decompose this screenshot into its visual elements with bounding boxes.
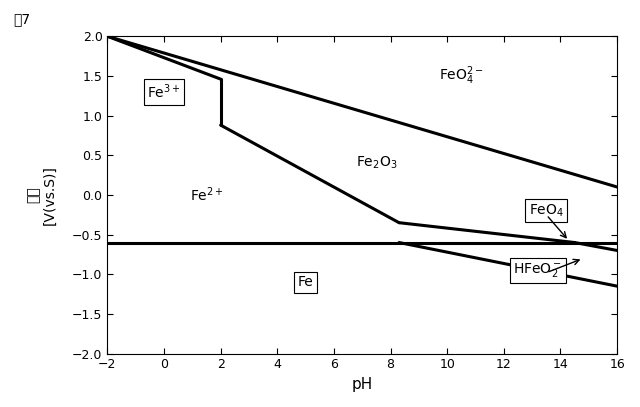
X-axis label: pH: pH bbox=[351, 377, 373, 392]
Text: Fe: Fe bbox=[298, 275, 314, 289]
Text: Fe$_2$O$_3$: Fe$_2$O$_3$ bbox=[356, 155, 397, 171]
Text: HFeO$_2^-$: HFeO$_2^-$ bbox=[513, 261, 563, 279]
Text: Fe$^{3+}$: Fe$^{3+}$ bbox=[147, 83, 181, 101]
Text: Fe$^{2+}$: Fe$^{2+}$ bbox=[189, 186, 223, 204]
Text: FeO$_4^{2-}$: FeO$_4^{2-}$ bbox=[439, 65, 484, 87]
Text: 電位
[V(vs.S)]: 電位 [V(vs.S)] bbox=[26, 165, 56, 225]
Text: FeO$_4$: FeO$_4$ bbox=[529, 203, 564, 219]
Text: 図7: 図7 bbox=[13, 12, 30, 26]
